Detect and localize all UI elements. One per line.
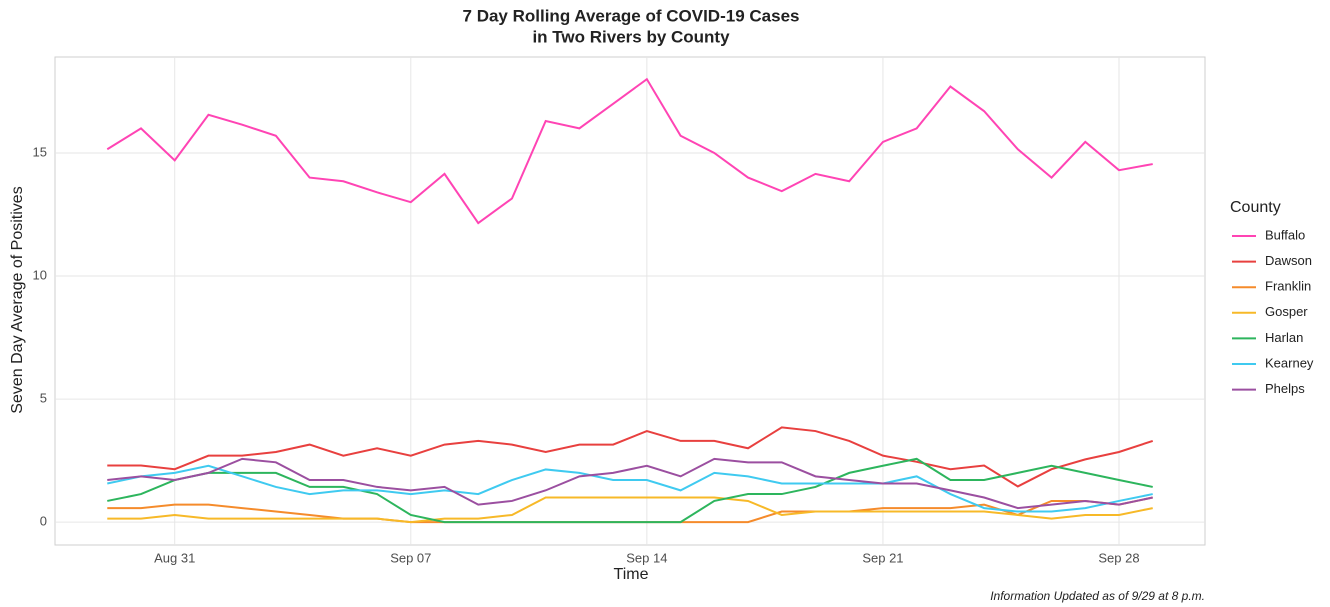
x-tick-label: Aug 31 (154, 550, 195, 565)
chart-title: 7 Day Rolling Average of COVID-19 Cases (463, 6, 800, 25)
y-tick-label: 5 (40, 391, 47, 406)
series-line (107, 496, 1153, 524)
legend-label: Buffalo (1265, 227, 1305, 242)
plot-panel (54, 56, 1206, 546)
series-line (107, 457, 1153, 510)
legend-label: Harlan (1265, 330, 1303, 345)
series-line (107, 457, 1153, 524)
legend-title: County (1230, 199, 1281, 216)
chart-title: in Two Rivers by County (532, 27, 730, 46)
y-tick-label: 0 (40, 514, 47, 529)
series-line (107, 464, 1153, 513)
annotation: Information Updated as of 9/29 at 8 p.m. (990, 589, 1205, 603)
y-tick-label: 10 (33, 267, 47, 282)
legend-label: Dawson (1265, 253, 1312, 268)
x-tick-label: Sep 07 (390, 550, 431, 565)
x-tick-label: Sep 21 (862, 550, 903, 565)
legend-label: Franklin (1265, 279, 1311, 294)
x-axis-label: Time (614, 566, 649, 583)
series-line (106, 77, 1153, 225)
legend-label: Phelps (1265, 381, 1305, 396)
x-tick-label: Sep 28 (1098, 550, 1139, 565)
y-tick-label: 15 (33, 144, 47, 159)
legend-label: Kearney (1265, 355, 1314, 370)
x-tick-label: Sep 14 (626, 550, 667, 565)
series-line (107, 426, 1154, 488)
legend-label: Gosper (1265, 304, 1308, 319)
y-axis-label: Seven Day Average of Positives (9, 186, 26, 413)
